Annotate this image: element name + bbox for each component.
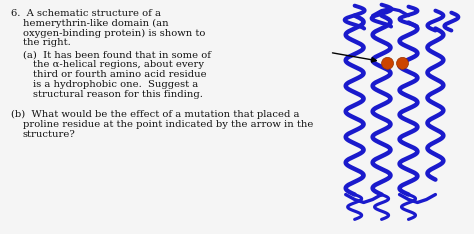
Text: structure?: structure? (23, 130, 75, 139)
Text: structural reason for this finding.: structural reason for this finding. (33, 90, 202, 99)
Text: hemerythrin-like domain (an: hemerythrin-like domain (an (23, 18, 168, 28)
Text: oxygen-binding protein) is shown to: oxygen-binding protein) is shown to (23, 29, 205, 38)
Text: is a hydrophobic one.  Suggest a: is a hydrophobic one. Suggest a (33, 80, 198, 89)
Text: (a)  It has been found that in some of: (a) It has been found that in some of (23, 50, 210, 59)
Text: 6.  A schematic structure of a: 6. A schematic structure of a (11, 9, 161, 18)
Text: the α-helical regions, about every: the α-helical regions, about every (33, 60, 204, 69)
Text: the right.: the right. (23, 38, 70, 48)
Text: third or fourth amino acid residue: third or fourth amino acid residue (33, 70, 206, 79)
Text: proline residue at the point indicated by the arrow in the: proline residue at the point indicated b… (23, 120, 313, 129)
Circle shape (382, 57, 393, 69)
Text: (b)  What would be the effect of a mutation that placed a: (b) What would be the effect of a mutati… (11, 110, 299, 119)
Circle shape (397, 57, 409, 69)
